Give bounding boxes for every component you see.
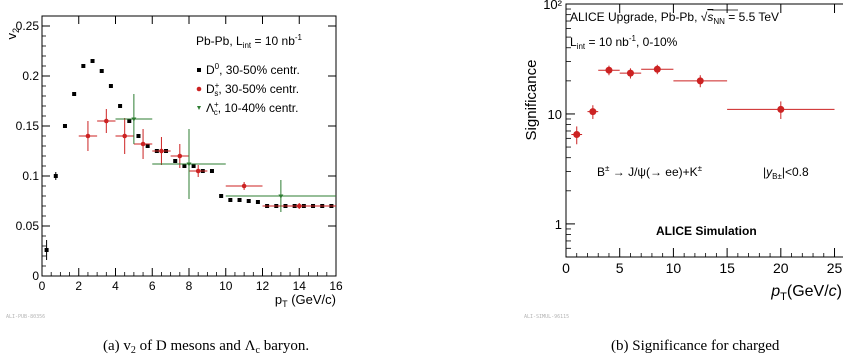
signif-point xyxy=(696,77,704,85)
legend-marker-d0 xyxy=(197,68,201,72)
signif-point xyxy=(605,66,613,74)
y-ticks-b: 1 10 10² xyxy=(543,0,575,249)
rapidity-label-b: |yB±|<0.8 xyxy=(763,165,809,181)
signif-point xyxy=(777,105,785,113)
x-ticks-a: 0 2 4 6 8 10 12 14 16 xyxy=(39,16,343,293)
ds-point xyxy=(85,133,91,139)
watermark-b: ALI-SIMUL-96115 xyxy=(524,314,569,320)
legend-title-a: Pb-Pb, Lint = 10 nb-1 xyxy=(196,33,303,50)
simulation-label-b: ALICE Simulation xyxy=(656,224,757,238)
x-tick-label-b: 25 xyxy=(827,260,843,276)
legend-marker-lc xyxy=(197,106,201,110)
ds-point xyxy=(140,141,146,147)
x-tick-label-a: 10 xyxy=(219,279,233,293)
d0-point xyxy=(173,159,178,163)
x-ticks-b: 0 5 10 15 20 25 xyxy=(562,4,843,276)
x-tick-label-a: 8 xyxy=(186,279,193,293)
d0-point xyxy=(228,198,233,202)
x-tick-label-a: 4 xyxy=(112,279,119,293)
d0-point xyxy=(44,248,49,252)
x-tick-label-a: 12 xyxy=(256,279,270,293)
legend-label-ds: D+ s, 30-50% centr. xyxy=(206,81,299,98)
caption-a: (a) v2 of D mesons and Λc baryon. xyxy=(103,338,309,356)
x-axis-label-b: pT(GeV/c) xyxy=(770,283,842,303)
y-tick-label-b: 1 xyxy=(555,217,562,232)
signif-point xyxy=(653,65,661,73)
ds-point xyxy=(296,203,302,209)
data-points-a xyxy=(44,59,336,260)
d0-point xyxy=(108,84,113,88)
label-line1-b: ALICE Upgrade, Pb-Pb, √sNN = 5.5 TeV xyxy=(570,10,779,26)
y-axis-label-b: Significance xyxy=(523,60,540,141)
d0-point xyxy=(72,92,77,96)
x-tick-label-b: 0 xyxy=(562,260,570,276)
x-tick-label-a: 6 xyxy=(149,279,156,293)
d0-point xyxy=(62,124,67,128)
x-axis-label-a: pT (GeV/c) xyxy=(275,292,336,309)
ds-point xyxy=(195,168,201,174)
data-points-b xyxy=(571,64,835,145)
d0-point xyxy=(145,144,150,148)
d0-point xyxy=(136,134,141,138)
lc-point xyxy=(278,194,284,199)
y-ticks-a: 0 0.05 0.1 0.15 0.2 0.25 xyxy=(16,19,336,283)
legend-label-lc: Λ+ c, 10-40% centr. xyxy=(206,100,298,117)
signif-point xyxy=(589,108,597,116)
x-tick-label-a: 0 xyxy=(39,279,46,293)
watermark-a: ALI-PUB-80356 xyxy=(6,314,45,320)
d0-point xyxy=(99,69,104,73)
ds-point xyxy=(104,118,109,124)
d0-point xyxy=(209,169,214,173)
x-tick-label-a: 16 xyxy=(329,279,343,293)
signif-point xyxy=(626,69,634,77)
y-tick-label-b: 10 xyxy=(548,107,562,122)
d0-point xyxy=(237,198,242,202)
ds-point xyxy=(159,148,164,154)
legend-label-d0: D0, 30-50% centr. xyxy=(206,62,300,77)
legend-marker-ds xyxy=(196,86,202,92)
panel-b: 0 5 10 15 20 25 1 10 10² Significance pT(GeV/c)… xyxy=(523,0,843,354)
caption-b: (b) Significance for charged xyxy=(611,338,780,354)
x-tick-label-a: 2 xyxy=(75,279,82,293)
label-line2-b: Lint = 10 nb-1, 0-10% xyxy=(570,34,678,51)
y-axis-label-a: v2 xyxy=(4,28,21,40)
x-tick-label-b: 10 xyxy=(666,260,682,276)
x-tick-label-b: 15 xyxy=(719,260,735,276)
d0-point xyxy=(255,200,260,204)
ds-point xyxy=(177,153,183,159)
d0-point xyxy=(118,104,123,108)
ds-point xyxy=(241,183,247,189)
y-tick-label-a: 0.05 xyxy=(16,219,40,233)
y-tick-label-a: 0.2 xyxy=(22,69,39,83)
x-tick-label-a: 14 xyxy=(293,279,307,293)
x-tick-label-b: 5 xyxy=(616,260,624,276)
y-tick-label-b: 10² xyxy=(543,0,562,12)
d0-point xyxy=(81,64,86,68)
d0-point xyxy=(90,59,95,63)
y-tick-label-a: 0.25 xyxy=(16,19,40,33)
d0-point xyxy=(127,119,132,123)
panel-a: 0 2 4 6 8 10 12 14 16 0 0.05 0.1 0.15 0.2 0.25 v2 pT … xyxy=(4,15,343,356)
legend-a: Pb-Pb, Lint = 10 nb-1 D0, 30-50% centr. … xyxy=(196,33,303,117)
d0-point xyxy=(219,194,224,198)
d0-point xyxy=(182,164,187,168)
y-tick-label-a: 0.15 xyxy=(16,119,40,133)
lc-point xyxy=(131,117,137,122)
plot-frame-b xyxy=(565,3,843,258)
d0-point xyxy=(191,164,196,168)
decay-label-b: B± → J/ψ(→ ee)+K± xyxy=(597,164,703,179)
ds-point xyxy=(122,133,127,139)
d0-point xyxy=(246,199,251,203)
x-tick-label-b: 20 xyxy=(773,260,789,276)
signif-point xyxy=(573,131,581,139)
y-tick-label-a: 0 xyxy=(32,269,39,283)
y-tick-label-a: 0.1 xyxy=(22,169,39,183)
d0-point xyxy=(53,174,58,178)
lc-point xyxy=(186,162,192,167)
